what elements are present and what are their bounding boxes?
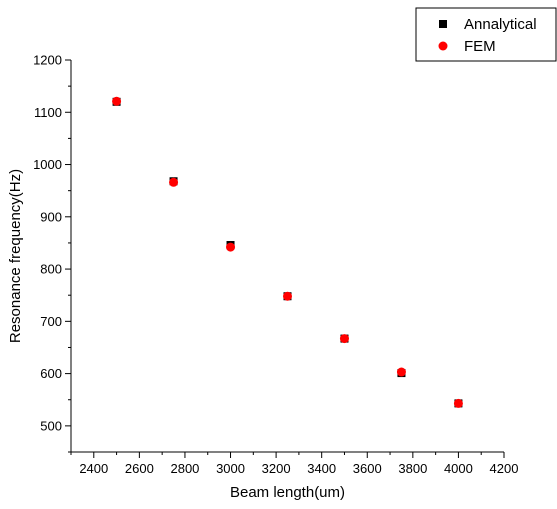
y-tick-label: 1100 — [34, 105, 62, 120]
data-point-fem — [396, 367, 406, 377]
data-point-fem — [169, 177, 179, 187]
x-tick-label: 3000 — [216, 461, 245, 476]
y-tick-label: 500 — [40, 418, 62, 433]
axes — [70, 60, 504, 453]
y-ticks: 500 600 700 800 900 1000 1100 1200 — [33, 53, 71, 453]
x-axis-title: Beam length(um) — [230, 484, 345, 501]
x-tick-label: 4200 — [490, 461, 519, 476]
legend-label-annalytical: Annalytical — [464, 16, 537, 33]
data-point-fem — [453, 398, 463, 408]
y-tick-label: 1200 — [33, 53, 62, 68]
y-tick-label: 900 — [40, 209, 62, 224]
y-tick-label: 600 — [40, 366, 62, 381]
x-tick-label: 2800 — [170, 461, 199, 476]
data-point-fem — [226, 242, 236, 252]
legend-label-fem: FEM — [464, 38, 496, 55]
x-tick-label: 4000 — [444, 461, 473, 476]
x-tick-label: 3200 — [262, 461, 291, 476]
x-tick-label: 3400 — [307, 461, 336, 476]
series-fem — [112, 96, 463, 408]
y-tick-label: 700 — [40, 314, 62, 329]
x-tick-label: 3800 — [398, 461, 427, 476]
legend-marker-fem — [438, 41, 448, 51]
x-tick-label: 3600 — [353, 461, 382, 476]
x-tick-label: 2400 — [79, 461, 108, 476]
data-series — [112, 96, 463, 408]
data-point-fem — [283, 291, 292, 301]
data-point-fem — [339, 334, 349, 344]
legend-box — [415, 7, 557, 62]
y-axis-title: Resonance frequency(Hz) — [7, 169, 24, 343]
x-tick-label: 2600 — [125, 461, 154, 476]
data-point-fem — [112, 96, 122, 106]
legend: Annalytical FEM — [415, 7, 557, 62]
legend-marker-annalytical — [439, 20, 447, 28]
y-tick-label: 1000 — [33, 157, 62, 172]
y-tick-label: 800 — [40, 262, 62, 277]
x-ticks: 2400 2600 2800 3000 3200 3400 3600 3800 4000 4200 — [70, 452, 519, 476]
series-annalytical — [112, 97, 463, 408]
